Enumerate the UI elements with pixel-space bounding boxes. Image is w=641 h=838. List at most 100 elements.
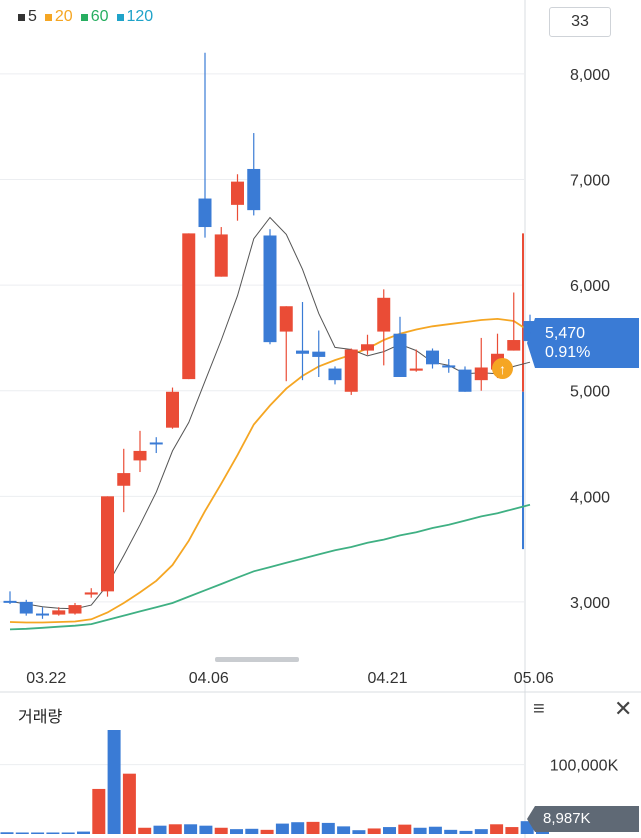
candle-body	[166, 391, 179, 428]
volume-tick-label: 100,000K	[550, 758, 619, 775]
candle-body	[3, 600, 17, 603]
y-tick-label: 6,000	[570, 278, 610, 295]
volume-bar	[0, 832, 14, 834]
candle-body	[296, 350, 309, 354]
volume-title: 거래량	[18, 709, 63, 726]
y-tick-label: 8,000	[570, 67, 610, 84]
volume-bar	[352, 830, 366, 834]
volume-bar	[306, 821, 320, 834]
candle-body	[84, 592, 98, 595]
candle-body	[52, 610, 66, 615]
volume-bar	[321, 822, 335, 834]
volume-bar	[199, 825, 213, 834]
volume-bar	[230, 829, 243, 834]
volume-bar	[398, 824, 412, 834]
up-arrow-icon: ↑	[492, 358, 513, 379]
volume-bar	[46, 832, 60, 834]
candle-body	[68, 605, 82, 614]
current-volume-tag: 8,987K	[527, 806, 639, 832]
volume-bar	[428, 826, 442, 834]
legend-label: 20	[54, 8, 73, 25]
candle-body	[426, 350, 439, 365]
legend-item: 120	[116, 8, 154, 26]
x-tick-label: 03.22	[26, 670, 66, 687]
candle-body	[36, 613, 49, 616]
volume-bar	[153, 825, 167, 834]
legend-item: 5	[18, 8, 37, 26]
x-tick-label: 04.06	[189, 670, 229, 687]
y-tick-label: 4,000	[570, 489, 610, 506]
volume-bar	[367, 828, 381, 834]
y-tick-label: 3,000	[570, 595, 610, 612]
candle-body	[149, 442, 163, 445]
candle-body	[263, 235, 277, 343]
price-change: 0.91%	[545, 344, 591, 361]
candle-body	[19, 601, 33, 614]
volume-bar	[184, 824, 198, 834]
close-icon[interactable]: ✕	[614, 696, 633, 721]
candle-body	[442, 365, 456, 368]
volume-bar	[61, 832, 75, 834]
candle-body	[198, 198, 212, 228]
volume-bar	[31, 832, 45, 834]
candle-body	[344, 349, 358, 392]
current-volume: 8,987K	[543, 810, 591, 827]
candle-body	[182, 233, 196, 380]
volume-bar	[107, 730, 121, 834]
candle-body	[279, 306, 293, 332]
candle-body	[393, 333, 407, 377]
candle-body	[214, 234, 228, 277]
volume-bar	[245, 828, 259, 834]
volume-bar	[444, 829, 458, 834]
volume-bar	[122, 773, 136, 834]
candle-body	[458, 369, 472, 392]
volume-bar	[15, 832, 29, 834]
volume-bar	[77, 831, 90, 834]
volume-bar	[260, 829, 274, 834]
volume-bar	[474, 829, 488, 834]
ma5-line	[9, 216, 531, 610]
candle-body	[474, 367, 488, 381]
ma60-line	[9, 503, 531, 631]
ma-legend: 5 20 60 120	[18, 8, 153, 26]
volume-bar	[214, 827, 228, 834]
legend-swatch	[116, 13, 124, 21]
volume-bar	[413, 827, 427, 834]
legend-swatch	[44, 13, 52, 21]
x-tick-label: 05.06	[514, 670, 554, 687]
period-label: 33	[571, 13, 589, 30]
candle-body	[133, 450, 147, 461]
volume-bar	[92, 788, 106, 834]
volume-bar	[168, 824, 182, 834]
x-tick-label: 04.21	[367, 670, 407, 687]
volume-bar	[291, 822, 305, 834]
candle-body	[231, 181, 244, 205]
period-selector[interactable]: 33	[549, 7, 611, 37]
legend-label: 5	[28, 8, 37, 25]
legend-label: 60	[90, 8, 109, 25]
legend-swatch	[80, 13, 88, 21]
current-price: 5,470	[545, 325, 586, 342]
scroll-handle[interactable]	[215, 657, 299, 662]
legend-label: 120	[126, 8, 154, 25]
hamburger-icon[interactable]: ≡	[533, 698, 545, 720]
candle-body	[247, 168, 261, 211]
ma20-line	[9, 317, 531, 624]
current-price-tag: 5,470 0.91%	[527, 318, 639, 368]
candle-body	[117, 473, 131, 486]
y-tick-label: 7,000	[570, 173, 610, 190]
legend-swatch	[18, 13, 25, 21]
candle-body	[361, 344, 374, 351]
volume-bar	[383, 827, 396, 834]
candle-body	[409, 368, 423, 371]
volume-bar	[505, 827, 519, 834]
candle-body	[377, 297, 391, 332]
candle-body	[328, 368, 342, 381]
y-tick-label: 5,000	[570, 384, 610, 401]
volume-bar	[490, 824, 504, 834]
legend-item: 20	[44, 8, 73, 26]
candle-body	[312, 351, 326, 357]
candle-body	[507, 340, 521, 351]
volume-bar	[275, 823, 289, 834]
